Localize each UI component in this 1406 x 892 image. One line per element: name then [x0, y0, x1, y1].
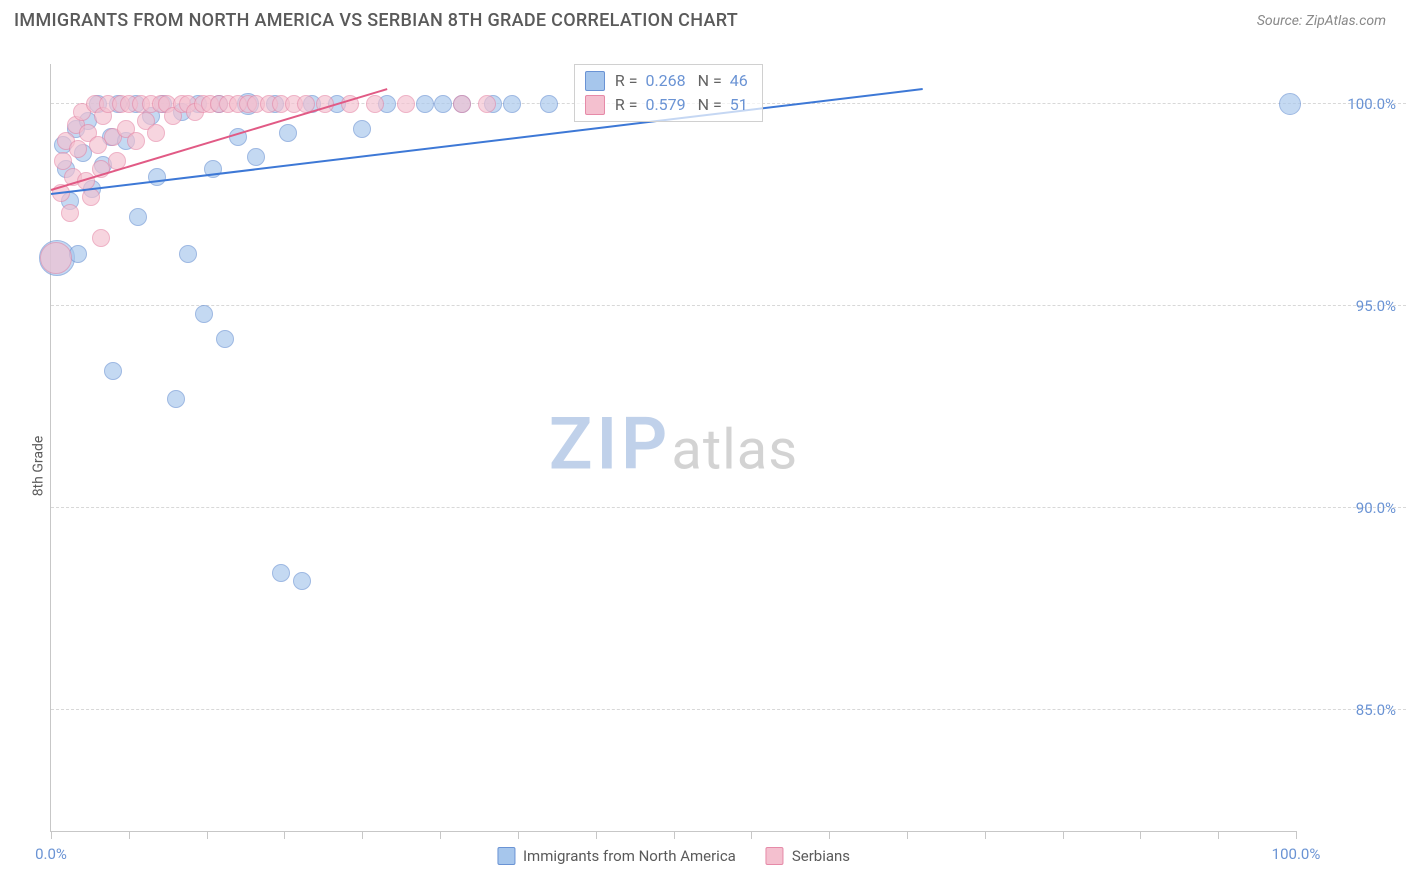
x-tick: [1296, 831, 1297, 839]
legend-label: Serbians: [792, 847, 850, 865]
stats-row: R = 0.579 N = 51: [585, 93, 752, 117]
data-point: [148, 168, 166, 186]
data-point: [61, 204, 79, 222]
x-tick: [440, 831, 441, 839]
legend-swatch: [585, 95, 605, 115]
data-point: [69, 140, 87, 158]
data-point: [416, 95, 434, 113]
chart-title: IMMIGRANTS FROM NORTH AMERICA VS SERBIAN…: [14, 10, 738, 31]
x-tick: [518, 831, 519, 839]
x-tick: [674, 831, 675, 839]
data-point: [279, 124, 297, 142]
x-tick-label: 100.0%: [1272, 845, 1321, 863]
x-tick: [985, 831, 986, 839]
y-tick-label: 90.0%: [1306, 499, 1396, 517]
chart-header: IMMIGRANTS FROM NORTH AMERICA VS SERBIAN…: [0, 0, 1406, 37]
chart-area: 8th Grade ZIPatlas Immigrants from North…: [0, 40, 1406, 892]
data-point: [127, 132, 145, 150]
y-axis-label: 8th Grade: [30, 436, 46, 497]
stats-row: R = 0.268 N = 46: [585, 69, 752, 93]
watermark-part1: ZIP: [549, 401, 671, 486]
x-tick: [1063, 831, 1064, 839]
legend-item: Immigrants from North America: [497, 847, 736, 865]
x-tick: [207, 831, 208, 839]
data-point: [397, 95, 415, 113]
y-tick-label: 85.0%: [1306, 701, 1396, 719]
data-point: [69, 245, 87, 263]
y-gridline: [51, 305, 1406, 306]
data-point: [54, 152, 72, 170]
x-tick-label: 0.0%: [35, 845, 67, 863]
plot-region: ZIPatlas Immigrants from North AmericaSe…: [50, 64, 1296, 832]
data-point: [92, 229, 110, 247]
legend-swatch: [585, 71, 605, 91]
y-tick-label: 95.0%: [1306, 297, 1396, 315]
watermark-part2: atlas: [671, 416, 798, 482]
data-point: [195, 305, 213, 323]
data-point: [478, 95, 496, 113]
data-point: [129, 208, 147, 226]
data-point: [353, 120, 371, 138]
x-tick: [51, 831, 52, 839]
source-attribution: Source: ZipAtlas.com: [1257, 13, 1386, 29]
data-point: [434, 95, 452, 113]
legend-item: Serbians: [766, 847, 850, 865]
data-point: [40, 242, 72, 274]
legend-swatch: [766, 847, 784, 865]
data-point: [167, 390, 185, 408]
data-point: [216, 330, 234, 348]
legend-swatch: [497, 847, 515, 865]
data-point: [104, 362, 122, 380]
data-point: [1279, 93, 1301, 115]
stats-box: R = 0.268 N = 46R = 0.579 N = 51: [574, 64, 763, 122]
data-point: [272, 564, 290, 582]
data-point: [179, 245, 197, 263]
data-point: [366, 95, 384, 113]
y-gridline: [51, 507, 1406, 508]
x-tick: [751, 831, 752, 839]
bottom-legend: Immigrants from North America Serbians: [497, 847, 850, 865]
y-gridline: [51, 709, 1406, 710]
y-tick-label: 100.0%: [1306, 95, 1396, 113]
x-tick: [596, 831, 597, 839]
data-point: [540, 95, 558, 113]
x-tick: [1218, 831, 1219, 839]
legend-label: Immigrants from North America: [523, 847, 736, 865]
x-tick: [129, 831, 130, 839]
x-tick: [362, 831, 363, 839]
data-point: [247, 148, 265, 166]
data-point: [503, 95, 521, 113]
data-point: [147, 124, 165, 142]
x-tick: [907, 831, 908, 839]
data-point: [293, 572, 311, 590]
x-tick: [1140, 831, 1141, 839]
x-tick: [284, 831, 285, 839]
watermark: ZIPatlas: [549, 401, 798, 486]
x-tick: [829, 831, 830, 839]
data-point: [453, 95, 471, 113]
